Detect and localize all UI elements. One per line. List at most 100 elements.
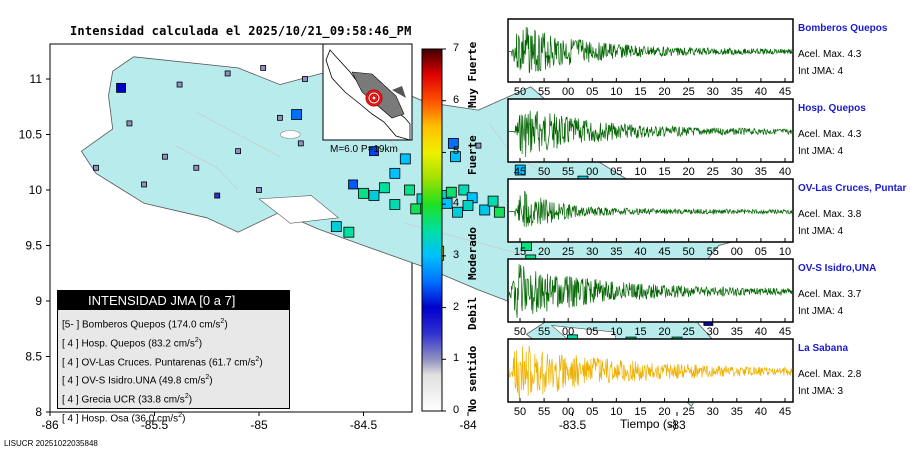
colorbar-number: 3 bbox=[453, 248, 460, 261]
colorbar-number: 1 bbox=[453, 352, 460, 365]
trace-tick-label: 20 bbox=[683, 166, 695, 178]
station-intensity: Int JMA: 3 bbox=[798, 386, 844, 397]
trace-tick-label: 05 bbox=[755, 246, 767, 258]
inset-island bbox=[392, 86, 406, 98]
map-title: Intensidad calculada el 2025/10/21_09:58… bbox=[70, 24, 412, 38]
trace-tick-label: 00 bbox=[562, 86, 574, 98]
legend-row: [ 4 ] Grecia UCR (33.8 cm/s2) bbox=[62, 393, 193, 406]
station-marker bbox=[126, 120, 133, 127]
trace-tick-label: 25 bbox=[683, 406, 695, 418]
station-marker bbox=[445, 186, 457, 198]
trace-tick-label: 40 bbox=[779, 166, 791, 178]
trace-tick-label: 05 bbox=[610, 166, 622, 178]
trace-tick-label: 35 bbox=[731, 406, 743, 418]
station-intensity: Int JMA: 4 bbox=[798, 66, 844, 77]
intensity-legend: INTENSIDAD JMA [0 a 7] [5- ] Bomberos Qu… bbox=[57, 290, 290, 424]
station-marker bbox=[302, 76, 308, 82]
trace-tick-label: 10 bbox=[610, 406, 622, 418]
trace-panel: 50 55 00 05 10 15 20 25 30 35 40 45 bbox=[507, 18, 794, 98]
colorbar-number: 7 bbox=[453, 42, 460, 54]
station-marker bbox=[404, 184, 415, 196]
x-tick-label: -86 bbox=[41, 418, 59, 432]
trace-tick-label: 45 bbox=[779, 406, 791, 418]
trace-tick-label: 15 bbox=[514, 246, 526, 258]
station-marker bbox=[93, 164, 99, 171]
trace-tick-label: 30 bbox=[707, 86, 719, 98]
station-marker bbox=[487, 195, 499, 207]
colorbar-word: Debil bbox=[466, 296, 479, 330]
y-tick-label: 9.5 bbox=[25, 239, 42, 253]
trace-tick-label: 35 bbox=[610, 246, 622, 258]
station-marker bbox=[224, 70, 231, 77]
trace-tick-label: 05 bbox=[586, 406, 598, 418]
station-marker bbox=[330, 221, 342, 233]
trace-tick-label: 15 bbox=[634, 406, 646, 418]
station-marker bbox=[235, 148, 242, 155]
x-tick-label: -84.5 bbox=[350, 418, 378, 432]
station-marker bbox=[389, 199, 401, 210]
station-marker bbox=[358, 187, 369, 199]
station-marker bbox=[176, 81, 183, 88]
station-marker bbox=[462, 200, 474, 211]
trace-tick-label: 45 bbox=[779, 326, 791, 338]
trace-tick-label: 15 bbox=[658, 166, 670, 178]
trace-tick-label: 10 bbox=[634, 166, 646, 178]
legend-row: [ 4 ] Hosp. Quepos (83.2 cm/s2) bbox=[62, 336, 203, 350]
colorbar-number: 4 bbox=[453, 197, 460, 210]
trace-panel: 50 55 00 05 10 15 20 25 30 35 40 45 bbox=[507, 258, 794, 338]
station-marker bbox=[343, 226, 355, 238]
station-name: Hosp. Quepos bbox=[798, 103, 866, 114]
trace-tick-label: 45 bbox=[514, 166, 526, 178]
station-marker bbox=[475, 142, 482, 149]
y-tick-label: 11 bbox=[30, 72, 43, 86]
y-tick-label: 8.5 bbox=[25, 350, 42, 364]
y-tick-label: 10.5 bbox=[19, 128, 43, 142]
station-marker bbox=[141, 181, 147, 188]
trace-panel: 15 20 25 30 35 40 45 50 55 00 05 10 bbox=[507, 178, 794, 258]
legend-row: [ 4 ] OV-S Isidro.UNA (49.8 cm/s2) bbox=[62, 374, 213, 387]
trace-waveform bbox=[508, 345, 793, 399]
colorbar-word: Moderado bbox=[466, 227, 479, 280]
station-name: Bomberos Quepos bbox=[798, 23, 888, 34]
y-tick-label: 8 bbox=[35, 405, 42, 419]
station-marker bbox=[162, 153, 168, 160]
trace-tick-label: 30 bbox=[586, 246, 598, 258]
trace-tick-label: 15 bbox=[634, 86, 646, 98]
trace-waveform bbox=[508, 264, 793, 318]
station-marker bbox=[389, 167, 401, 179]
trace-tick-label: 25 bbox=[683, 326, 695, 338]
trace-tick-label: 30 bbox=[731, 166, 743, 178]
trace-tick-label: 50 bbox=[683, 246, 695, 258]
trace-tick-label: 40 bbox=[755, 406, 767, 418]
intensity-colorbar bbox=[421, 48, 443, 412]
trace-tick-label: 30 bbox=[707, 406, 719, 418]
trace-tick-label: 20 bbox=[658, 326, 670, 338]
station-name: La Sabana bbox=[798, 343, 849, 354]
legend-row: [5- ] Bomberos Quepos (174.0 cm/s2) bbox=[62, 318, 228, 331]
trace-tick-label: 50 bbox=[538, 166, 550, 178]
trace-tick-label: 05 bbox=[586, 86, 598, 98]
trace-tick-label: 05 bbox=[586, 326, 598, 338]
trace-tick-label: 35 bbox=[731, 326, 743, 338]
station-marker bbox=[493, 206, 505, 218]
trace-tick-label: 40 bbox=[634, 246, 646, 258]
trace-tick-label: 40 bbox=[755, 86, 767, 98]
trace-tick-label: 55 bbox=[538, 406, 550, 418]
x-axis-label: Tiempo (s) bbox=[620, 417, 677, 431]
trace-tick-label: 55 bbox=[707, 246, 719, 258]
station-marker bbox=[256, 187, 262, 193]
station-marker bbox=[368, 190, 380, 201]
station-name: OV-S Isidro,UNA bbox=[798, 263, 877, 274]
trace-waveform bbox=[509, 110, 793, 157]
legend-row: [ 4 ] Hosp. Osa (36.0 cm/s2) bbox=[62, 412, 186, 425]
colorbar-number: 5 bbox=[453, 145, 460, 158]
trace-tick-label: 15 bbox=[634, 326, 646, 338]
trace-tick-label: 55 bbox=[538, 86, 550, 98]
x-tick-label: -84 bbox=[459, 418, 477, 432]
station-intensity: Int JMA: 4 bbox=[798, 146, 844, 157]
trace-tick-label: 50 bbox=[514, 326, 526, 338]
lake-arenal bbox=[280, 130, 301, 139]
station-marker bbox=[458, 184, 470, 196]
station-marker bbox=[116, 82, 126, 93]
colorbar-number: 6 bbox=[453, 93, 460, 106]
